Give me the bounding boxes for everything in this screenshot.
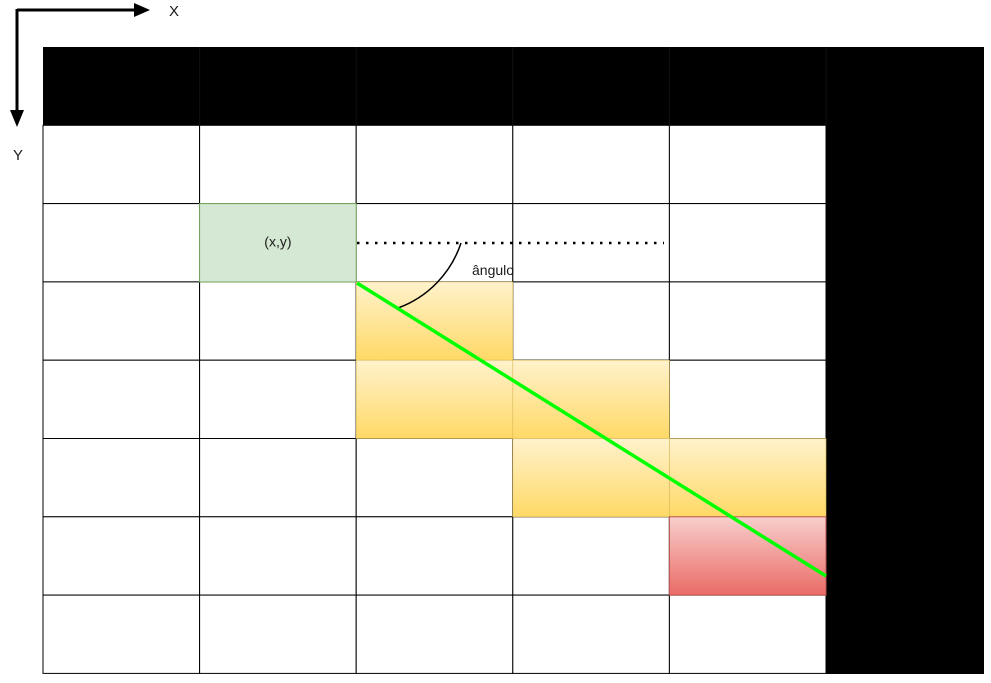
angle-label: ângulo (472, 262, 514, 278)
traversed-cell (355, 281, 514, 361)
grid-cell (199, 281, 357, 361)
grid-cell (668, 281, 827, 361)
grid-cell (42, 594, 201, 674)
ray-line (356, 281, 827, 578)
grid-cell (199, 438, 357, 518)
traversed-cells (355, 281, 827, 518)
grid-cell (355, 516, 514, 596)
grid-cell (199, 124, 357, 205)
y-axis-label: Y (13, 147, 23, 164)
grid-cell (512, 124, 670, 205)
x-arrowhead-icon (134, 3, 150, 17)
traversed-cell (669, 438, 827, 518)
traversed-cell (355, 359, 514, 439)
hit-cell (668, 516, 827, 596)
grid-cell (42, 281, 201, 361)
x-axis-label: X (169, 3, 179, 20)
origin-cell-label: (x,y) (264, 233, 291, 249)
grid-cell (42, 203, 201, 283)
grid-cell (355, 124, 514, 205)
y-arrowhead-icon (10, 110, 24, 127)
grid-cell (668, 594, 827, 674)
axes: X Y (10, 3, 179, 164)
traversed-cell (512, 359, 670, 439)
grid-cell (668, 124, 827, 205)
grid-cell (355, 594, 514, 674)
grid-cell (42, 359, 201, 440)
grid-cell (512, 594, 670, 674)
grid-cell (199, 359, 357, 440)
grid-cell (42, 438, 201, 518)
wall-right (826, 47, 984, 674)
grid-cell (355, 438, 514, 518)
traversed-cell (512, 438, 670, 518)
grid-cell (42, 124, 201, 205)
grid-cell (668, 359, 827, 440)
grid-cell (668, 203, 827, 283)
grid-cell (512, 516, 670, 596)
grid-cell (199, 516, 357, 596)
grid-cell (42, 516, 201, 596)
grid-cell (512, 281, 670, 361)
grid-cell (355, 203, 514, 283)
origin-cell: (x,y) (199, 203, 357, 283)
angle-arc (397, 242, 462, 309)
origin-cell-box (199, 203, 357, 283)
grid-cell (199, 594, 357, 674)
